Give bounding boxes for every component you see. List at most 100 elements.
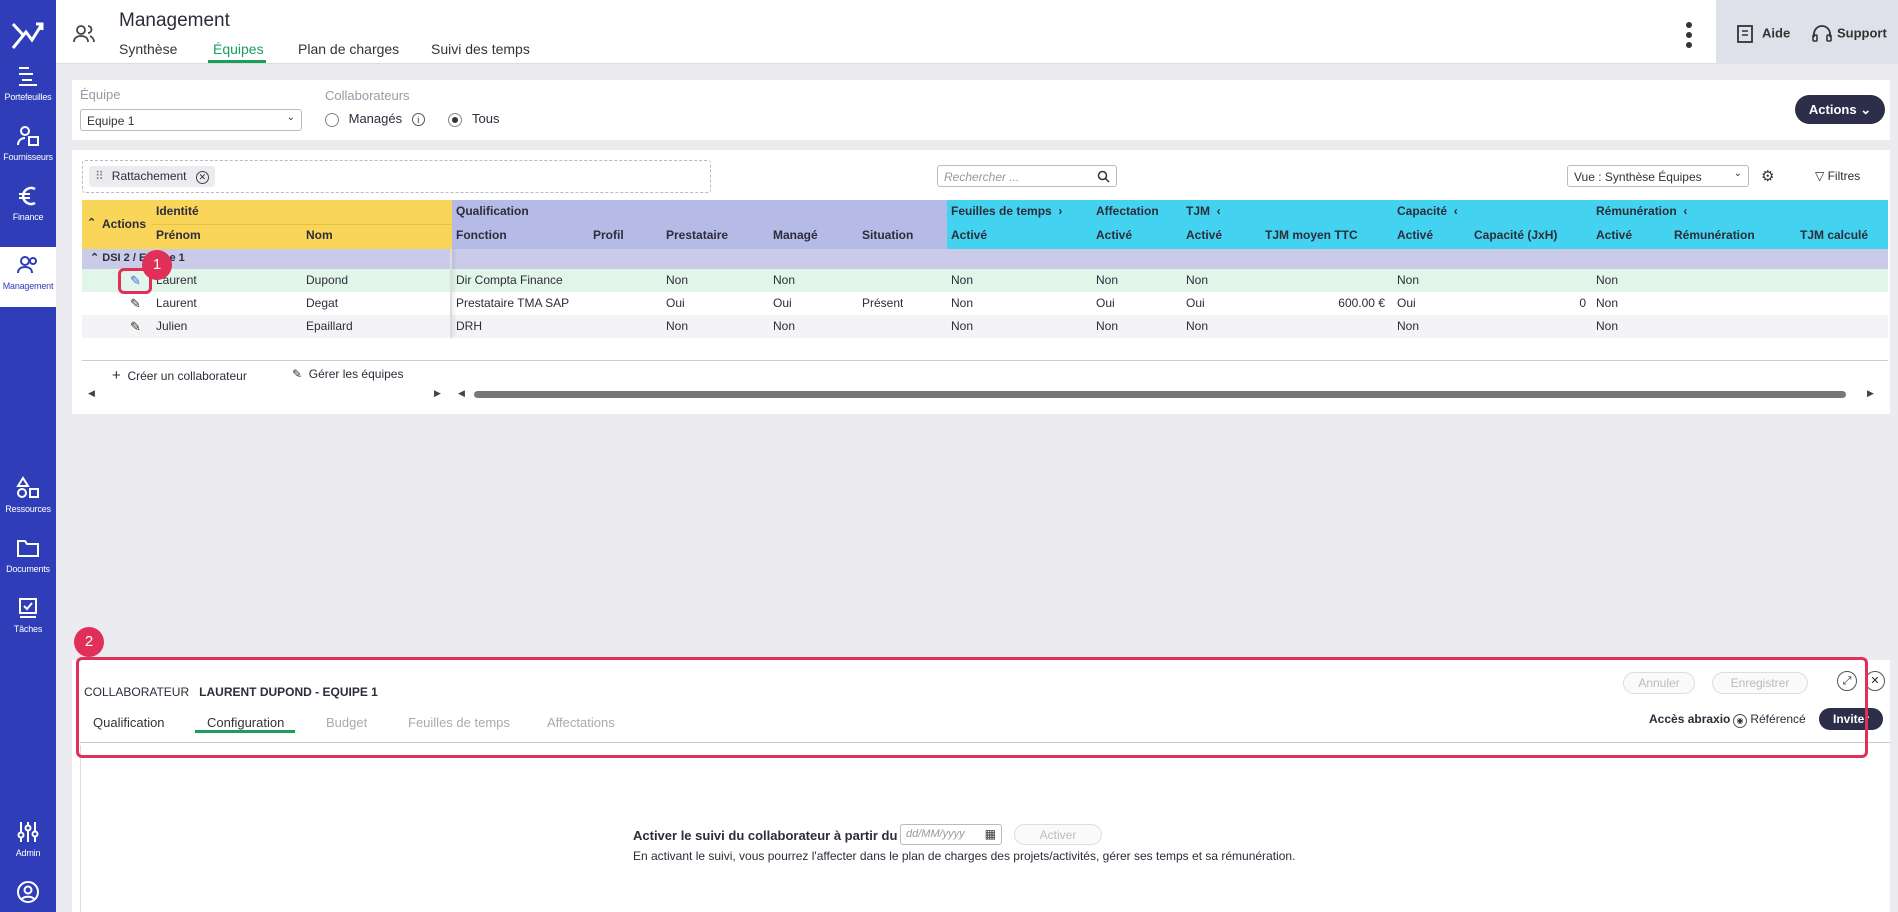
tab-feuilles-de-temps[interactable]: Feuilles de temps [408,715,510,730]
activate-button[interactable]: Activer [1014,824,1102,845]
pencil-icon: ✎ [292,367,303,381]
info-icon[interactable]: i [411,113,425,127]
chevron-left-icon[interactable]: ‹ [1216,204,1221,218]
cancel-button[interactable]: Annuler [1623,672,1695,694]
horizontal-scrollbar[interactable] [474,391,1846,398]
filters-label: Filtres [1827,169,1861,183]
col-remuneration[interactable]: Rémunération [1674,228,1755,242]
support-button[interactable]: Support [1811,24,1887,44]
chevron-left-icon[interactable]: ‹ [1683,204,1688,218]
help-label: Aide [1762,25,1791,41]
support-label: Support [1837,25,1887,41]
equipe-select[interactable]: Equipe 1 ⌄ [80,109,302,131]
sidebar-item-taches[interactable]: Tâches [0,590,56,650]
col-situation[interactable]: Situation [862,228,914,242]
table-row[interactable] [82,269,1888,292]
col-rem-active[interactable]: Activé [1596,228,1633,242]
sidebar: Portefeuilles Fournisseurs Finance Manag… [0,0,56,912]
tab-synthese[interactable]: Synthèse [119,41,178,57]
create-collaborator-link[interactable]: + Créer un collaborateur [112,367,247,384]
col-profil[interactable]: Profil [593,228,624,242]
col-prenom[interactable]: Prénom [156,228,201,242]
cell-prestataire: Oui [666,296,685,310]
col-tjm-calcule[interactable]: TJM calculé [1800,228,1869,242]
col-manage[interactable]: Managé [773,228,818,242]
sidebar-item-admin[interactable]: Admin [0,814,56,874]
tab-plan-de-charges[interactable]: Plan de charges [298,41,400,57]
collapse-all-icon[interactable]: ⌃ [87,217,97,229]
col-ft-active[interactable]: Activé [951,228,988,242]
tab-suivi-des-temps[interactable]: Suivi des temps [431,41,530,57]
user-profile-icon[interactable] [16,880,40,909]
tjm-header[interactable]: TJM ‹ [1182,200,1221,223]
sidebar-item-documents[interactable]: Documents [0,530,56,590]
col-cap-active[interactable]: Activé [1397,228,1434,242]
tab-configuration[interactable]: Configuration [207,715,285,730]
cell-tjm-active: Non [1186,273,1209,287]
expand-icon[interactable]: ⤢ [1837,671,1857,691]
tab-qualification[interactable]: Qualification [93,715,165,730]
sidebar-item-fournisseurs[interactable]: Fournisseurs [0,118,56,178]
search-placeholder: Rechercher ... [944,170,1020,184]
cell-cap-active: Non [1397,273,1420,287]
close-icon[interactable]: ✕ [1865,671,1885,691]
col-tjm-moyen[interactable]: TJM moyen TTC [1265,228,1358,242]
settings-gear-icon[interactable]: ⚙ [1761,168,1775,185]
manage-teams-link[interactable]: ✎ Gérer les équipes [292,367,403,381]
capacite-header[interactable]: Capacité ‹ [1393,200,1458,223]
scroll-right-icon[interactable]: ▶ [434,388,441,398]
tab-budget[interactable]: Budget [326,715,368,730]
edit-pencil-icon[interactable]: ✎ [130,296,141,311]
equipe-value: Equipe 1 [87,114,135,128]
scroll-right-icon[interactable]: ▶ [1867,388,1874,398]
edit-pencil-icon[interactable]: ✎ [130,273,141,288]
chevron-up-icon[interactable]: ⌃ [90,252,100,264]
remuneration-header[interactable]: Rémunération ‹ [1592,200,1687,223]
scroll-left-icon[interactable]: ◀ [88,388,95,398]
calendar-icon[interactable]: ▦ [984,827,996,841]
actions-button[interactable]: Actions ⌄ [1795,95,1885,124]
date-input[interactable]: dd/MM/yyyy ▦ [900,824,1002,845]
radio-manages[interactable] [325,112,339,127]
acces-label: Accès abraxio [1649,712,1731,726]
group-drop-zone[interactable]: ⠿ Rattachement ✕ [82,160,711,193]
page-title: Management [119,10,230,31]
sidebar-item-label: Tâches [13,624,43,634]
chevron-right-icon[interactable]: › [1058,204,1063,218]
sidebar-item-ressources[interactable]: Ressources [0,470,56,530]
feuilles-header[interactable]: Feuilles de temps › [947,200,1062,223]
table-row[interactable] [82,315,1888,338]
chevron-down-icon: ⌄ [1733,168,1742,179]
equipe-label: Équipe [80,87,121,102]
col-tjm-active[interactable]: Activé [1186,228,1223,242]
sidebar-item-management[interactable]: Management [0,247,56,307]
col-aff-active[interactable]: Activé [1096,228,1133,242]
chevron-left-icon[interactable]: ‹ [1453,204,1458,218]
scroll-left-icon[interactable]: ◀ [458,388,465,398]
group-chip[interactable]: ⠿ Rattachement ✕ [89,166,215,187]
more-menu-icon[interactable] [1686,22,1692,53]
tab-affectations[interactable]: Affectations [547,715,615,730]
sidebar-item-finance[interactable]: Finance [0,178,56,238]
help-button[interactable]: Aide [1736,24,1790,44]
radio-tous[interactable] [448,112,463,127]
col-cap-jxh[interactable]: Capacité (JxH) [1474,228,1558,242]
col-fonction[interactable]: Fonction [456,228,507,242]
edit-pencil-icon[interactable]: ✎ [130,319,141,334]
tab-equipes[interactable]: Équipes [213,41,264,57]
filters-button[interactable]: ▽ Filtres [1815,169,1860,183]
remuneration-header-label: Rémunération [1596,204,1677,218]
remove-chip-icon[interactable]: ✕ [195,171,209,184]
logo-icon[interactable] [10,18,46,54]
col-nom[interactable]: Nom [306,228,333,242]
capacite-header-label: Capacité [1397,204,1448,218]
cell-tjm-active: Non [1186,319,1209,333]
save-button[interactable]: Enregistrer [1712,672,1808,694]
search-input[interactable]: Rechercher ... [937,165,1117,187]
sidebar-item-portefeuilles[interactable]: Portefeuilles [0,58,56,118]
view-select[interactable]: Vue : Synthèse Équipes ⌄ [1567,165,1749,187]
group-row[interactable] [82,249,1888,269]
col-prestataire[interactable]: Prestataire [666,228,729,242]
cell-fonction: Dir Compta Finance [456,273,563,287]
table-row[interactable] [82,292,1888,315]
